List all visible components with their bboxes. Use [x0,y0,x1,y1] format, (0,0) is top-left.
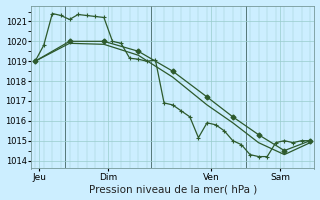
X-axis label: Pression niveau de la mer( hPa ): Pression niveau de la mer( hPa ) [89,184,257,194]
